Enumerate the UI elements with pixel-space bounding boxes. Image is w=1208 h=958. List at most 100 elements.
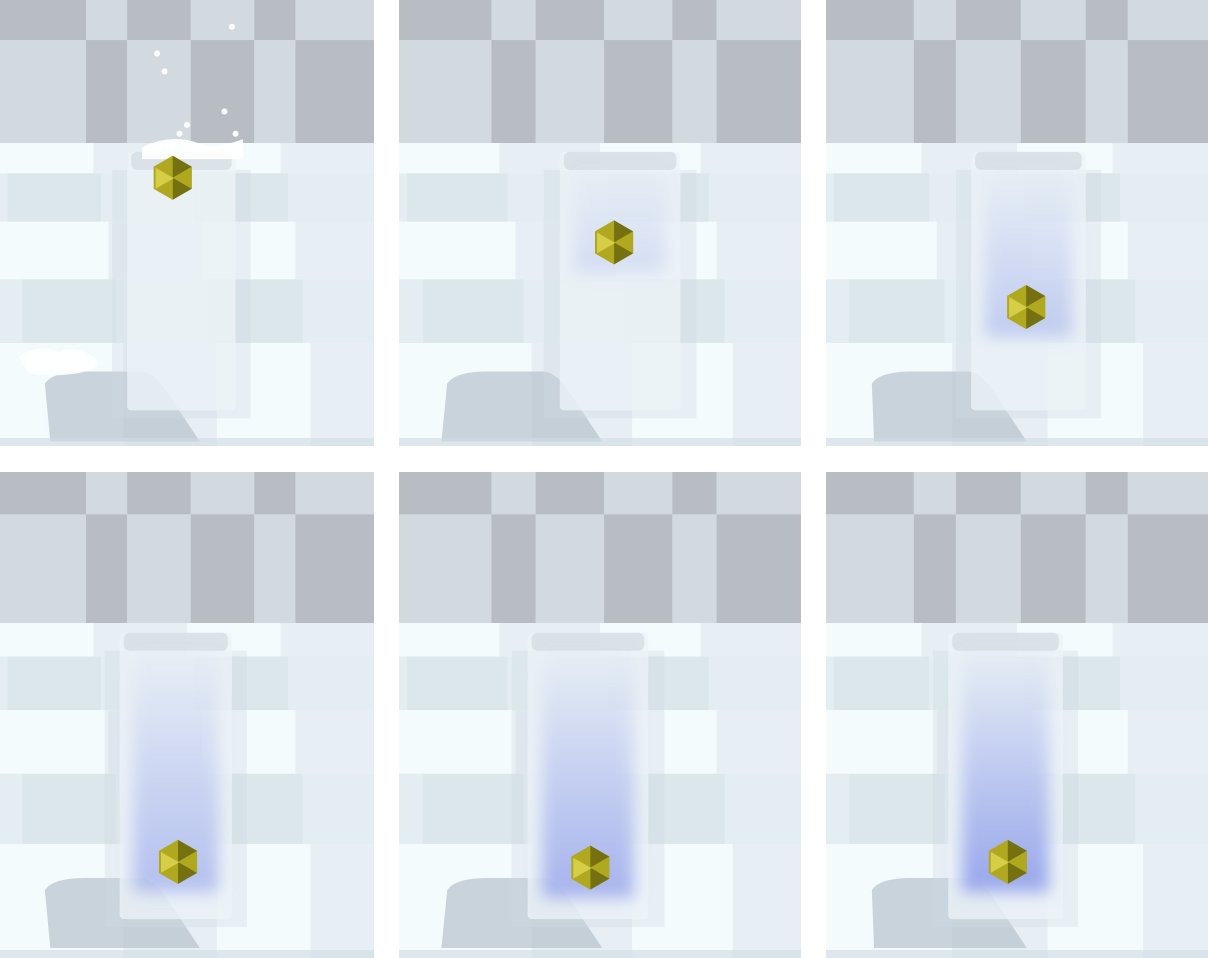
object-facet (1009, 295, 1029, 318)
floor-edge (399, 950, 801, 958)
wall-tile (86, 40, 128, 143)
frame-scene (399, 0, 801, 446)
frame-6 (826, 472, 1208, 958)
falling-object (595, 220, 634, 265)
wall-tile (0, 472, 87, 515)
floor-tile (848, 773, 945, 845)
wall-tile (955, 0, 1021, 41)
floor-tile (700, 143, 801, 174)
wall-tile (399, 0, 492, 41)
splash-droplet (228, 23, 235, 30)
object-facet (1007, 839, 1027, 862)
wall-tile (955, 472, 1021, 515)
frame-3 (826, 0, 1208, 446)
wall-tile (672, 40, 717, 143)
wall-tile (716, 40, 801, 143)
floor-tile (310, 844, 374, 958)
object-facet (1026, 306, 1046, 329)
object-facet (158, 861, 179, 884)
wall-tile (127, 40, 191, 143)
floor-tile (22, 279, 116, 343)
splash-crown (142, 139, 244, 160)
object-facet (1007, 850, 1027, 873)
frame-1 (0, 0, 374, 446)
wall-tile (1127, 472, 1208, 515)
object-facet (172, 177, 192, 200)
splash-droplet (161, 68, 168, 75)
object-facet (614, 231, 634, 254)
object-facet (990, 850, 1010, 873)
wall-tile (913, 0, 956, 41)
wall-tile (1085, 0, 1128, 41)
wall-tile (604, 514, 673, 623)
floor-tile (423, 279, 524, 343)
floor-tile (833, 173, 930, 222)
wall-tile (190, 472, 255, 515)
wall-tile (604, 0, 673, 41)
wall-tile (1127, 0, 1208, 41)
wall-tile (913, 472, 956, 515)
wall-tile (1085, 472, 1128, 515)
floor-tile (732, 342, 801, 446)
splash-droplet (176, 130, 183, 137)
frame-4 (0, 472, 374, 958)
floor-tile (7, 173, 101, 222)
wall-tile (0, 514, 87, 623)
object-facet (571, 867, 591, 890)
floor-tile (732, 844, 801, 958)
wall-tile (913, 40, 956, 143)
object-facet (988, 861, 1008, 884)
object-facet (614, 242, 634, 265)
wall-tile (295, 40, 374, 143)
floor-tile (833, 656, 930, 711)
object-facet (590, 856, 610, 879)
wall-tile (86, 514, 128, 623)
wall-tile (491, 514, 536, 623)
wall-tile (1020, 40, 1086, 143)
wall-tile (1127, 40, 1208, 143)
floor-tile (280, 143, 374, 174)
wall-tile (254, 0, 296, 41)
object-facet (614, 220, 634, 243)
wall-tile (672, 514, 717, 623)
wall-tile (399, 472, 492, 515)
object-facet (590, 845, 610, 868)
floor-tile (407, 173, 508, 222)
floor-tile (1127, 221, 1208, 280)
floor-tile (716, 221, 801, 280)
falling-object (158, 839, 198, 884)
wall-tile (254, 40, 296, 143)
wall-tile (0, 0, 87, 41)
wall-tile (672, 0, 717, 41)
wall-tile (826, 514, 914, 623)
floor-tile (22, 773, 116, 845)
wall-tile (716, 472, 801, 515)
wall-tile (716, 514, 801, 623)
object-facet (178, 850, 198, 873)
wall-tile (127, 0, 191, 41)
frame-scene (826, 472, 1208, 958)
falling-object (571, 845, 610, 890)
object-facet (1026, 284, 1046, 307)
object-facet (595, 220, 615, 243)
object-facet (590, 867, 610, 890)
object-facet (153, 155, 173, 178)
wall-tile (1020, 472, 1086, 515)
wall-tile (254, 472, 296, 515)
floor-tile (280, 623, 374, 657)
floor-tile (7, 656, 101, 711)
splash-droplet (221, 108, 228, 115)
object-facet (597, 231, 617, 254)
wall-tile (672, 472, 717, 515)
wall-tile (0, 40, 87, 143)
frame-scene (0, 0, 374, 446)
wall-tile (190, 40, 255, 143)
floor-tile (295, 710, 374, 774)
frame-2 (399, 0, 801, 446)
splash-puddle (18, 348, 98, 376)
object-facet (1007, 306, 1027, 329)
floor-tile (407, 656, 508, 711)
object-facet (153, 177, 173, 200)
object-facet (1026, 295, 1046, 318)
water-tank (127, 151, 236, 411)
